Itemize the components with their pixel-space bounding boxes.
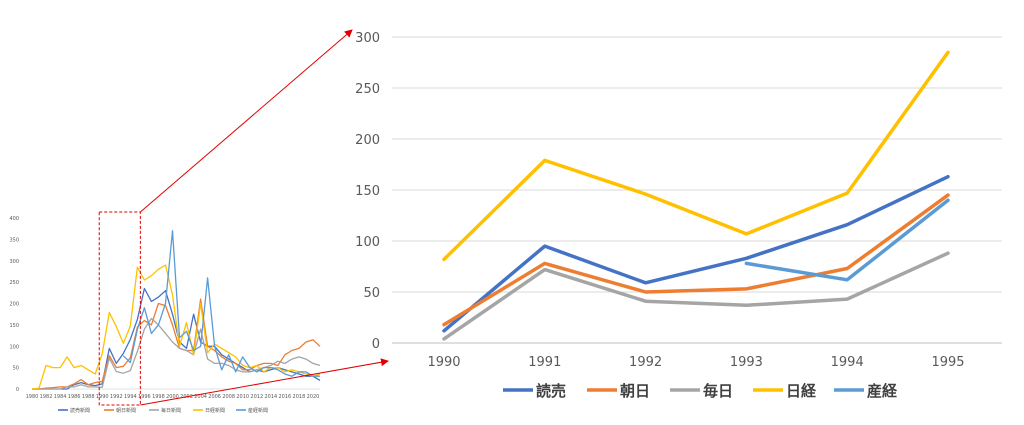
y-tick-label: 250 [355, 82, 380, 97]
x-tick-label: 1990 [427, 355, 460, 370]
overview-series-line [32, 317, 321, 390]
overview-legend-label: 朝日新聞 [116, 407, 136, 414]
overview-y-tick-label: 200 [9, 302, 19, 308]
overview-legend-label: 産経新聞 [248, 407, 268, 414]
overview-x-tick-label: 1980 [26, 394, 39, 400]
overview-x-tick-label: 1996 [138, 394, 151, 400]
zoom-arrow-bottom [140, 358, 389, 406]
overview-series-line [32, 298, 321, 390]
x-tick-label: 1991 [528, 355, 561, 370]
series-line [442, 251, 950, 341]
overview-x-tick-label: 2020 [307, 394, 320, 400]
overview-x-tick-label: 2012 [250, 394, 263, 400]
x-tick-label: 1995 [931, 355, 964, 370]
overview-chart: 0 50 100 150 200 250 300 350 400 1980 1982 1984 1986… [9, 216, 321, 414]
overview-x-tick-label: 2008 [222, 394, 235, 400]
y-tick-label: 300 [355, 31, 380, 46]
overview-y-tick-label: 300 [9, 259, 19, 265]
x-tick-label: 1993 [730, 355, 763, 370]
zoom-callout [98, 29, 389, 406]
overview-x-tick-label: 1988 [82, 394, 95, 400]
overview-y-tick-label: 100 [9, 344, 19, 350]
legend-label: 毎日 [703, 382, 733, 400]
y-tick-label: 50 [363, 286, 380, 301]
overview-legend-label: 毎日新聞 [161, 407, 181, 414]
overview-x-tick-label: 2016 [279, 394, 292, 400]
overview-x-tick-label: 1994 [124, 394, 137, 400]
zoom-highlight-box [98, 211, 141, 406]
overview-x-tick-label: 1998 [152, 394, 165, 400]
overview-legend-label: 日経新聞 [205, 407, 225, 414]
legend-label: 読売 [536, 382, 566, 400]
overview-y-tick-label: 350 [9, 237, 19, 243]
legend-label: 朝日 [620, 382, 650, 400]
x-tick-label: 1994 [831, 355, 864, 370]
series-line [744, 198, 950, 282]
legend-label: 日経 [786, 382, 817, 400]
overview-x-tick-label: 1986 [68, 394, 81, 400]
overview-x-tick-label: 1992 [110, 394, 123, 400]
overview-x-tick-label: 2000 [166, 394, 179, 400]
overview-y-tick-label: 150 [9, 323, 19, 329]
legend-label: 産経 [867, 382, 898, 400]
y-tick-label: 200 [355, 133, 380, 148]
overview-x-tick-label: 2004 [194, 394, 207, 400]
series-line [442, 50, 950, 262]
overview-x-tick-label: 2014 [264, 394, 277, 400]
overview-legend-label: 読売新聞 [70, 407, 90, 414]
overview-x-tick-label: 2018 [293, 394, 306, 400]
overview-series-line [32, 287, 321, 390]
overview-y-tick-label: 0 [16, 387, 19, 393]
overview-y-tick-label: 400 [9, 216, 19, 222]
overview-x-tick-label: 1984 [54, 394, 67, 400]
y-tick-label: 150 [355, 184, 380, 199]
zoom-arrow-top [140, 29, 353, 213]
y-tick-label: 0 [372, 337, 380, 352]
overview-y-tick-label: 50 [13, 366, 19, 372]
overview-series-line [122, 230, 320, 377]
overview-x-tick-label: 1990 [96, 394, 109, 400]
x-tick-label: 1992 [629, 355, 662, 370]
y-tick-label: 100 [355, 235, 380, 250]
overview-x-tick-label: 2010 [236, 394, 249, 400]
series-line [442, 193, 950, 327]
overview-x-tick-label: 2006 [208, 394, 221, 400]
zoomed-chart: 0 50 100 150 200 250 300 1990 1991 1992 1993 1994 19… [355, 31, 1002, 400]
series-line [442, 174, 950, 333]
overview-x-tick-label: 1982 [40, 394, 53, 400]
overview-y-tick-label: 250 [9, 280, 19, 286]
